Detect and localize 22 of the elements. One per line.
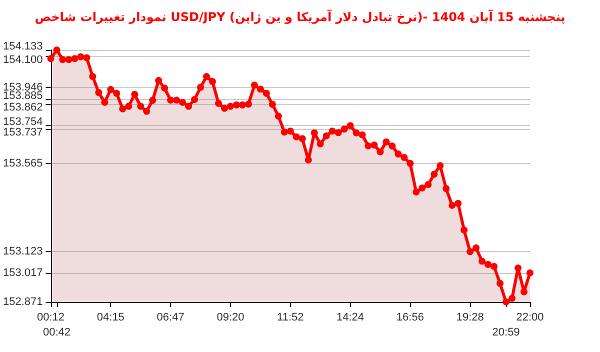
x-tick-label: 14:24 [336, 312, 364, 324]
x-tick-label: 06:47 [156, 312, 184, 324]
x-tick-label: 16:56 [396, 312, 424, 324]
y-tick-label: 153.017 [2, 266, 43, 279]
y-tick-label: 154.133 [2, 40, 43, 52]
y-tick-label: 152.871 [2, 296, 43, 308]
y-tick-label: 153.754 [2, 116, 43, 128]
x-tick-label: 19:28 [456, 312, 484, 324]
y-tick-label: 154.100 [2, 54, 43, 66]
x-tick-label: 00:42 [42, 326, 71, 338]
y-tick-label: 153.885 [2, 90, 43, 102]
x-tick-label: 00:12 [36, 312, 65, 324]
x-tick-label: 22:00 [516, 312, 544, 324]
y-tick-label: 153.862 [2, 102, 43, 114]
x-tick-label: 09:20 [216, 312, 244, 324]
y-tick-label: 153.123 [2, 246, 43, 258]
chart-title: نمودار تغییرات شاخص USD/JPY (نرخ تبادل دلار آمریکا و ین ژاپن)- پنجشنبه 15 آبان 1404 [34, 9, 566, 24]
x-tick-label: 20:59 [492, 326, 520, 338]
x-tick-label: 04:15 [96, 312, 124, 324]
y-tick-label: 153.565 [2, 157, 43, 170]
y-tick-label: 153.737 [2, 126, 43, 139]
x-tick-label: 11:52 [277, 312, 304, 324]
